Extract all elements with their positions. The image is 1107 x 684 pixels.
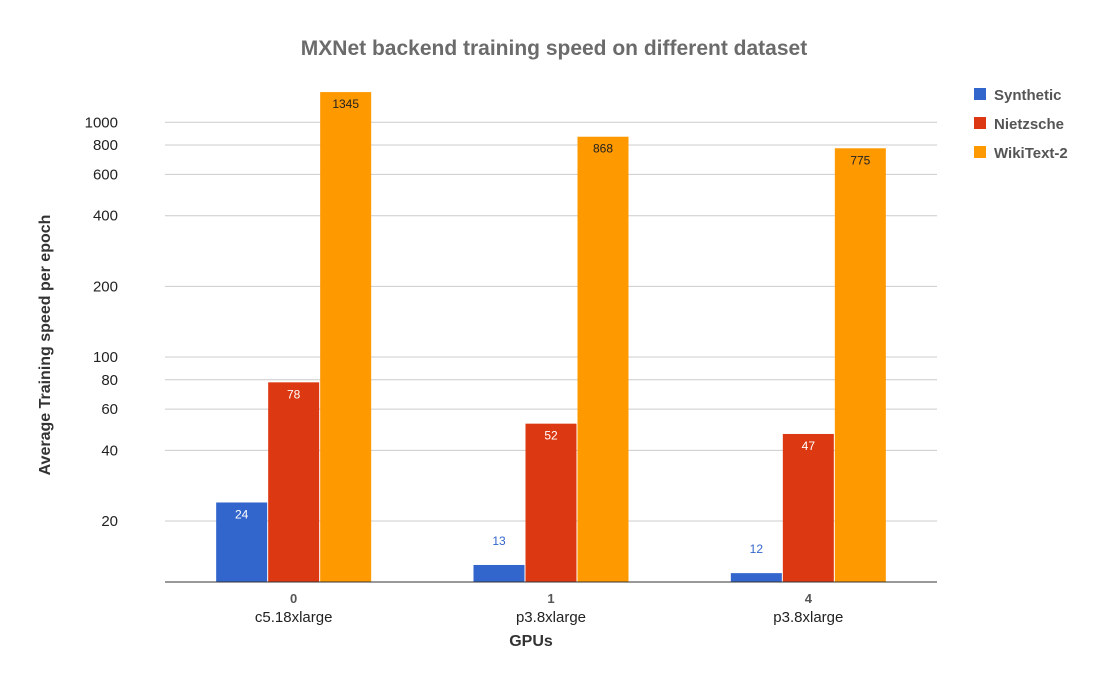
data-label: 12 [750, 542, 764, 556]
data-label: 1345 [332, 97, 359, 111]
legend-label: Nietzsche [994, 116, 1064, 133]
x-tick-label: p3.8xlarge [516, 609, 586, 626]
x-tick-label: c5.18xlarge [255, 609, 333, 626]
x-axis-title: GPUs [509, 633, 553, 650]
bar-nietzsche [268, 382, 320, 582]
data-label: 775 [850, 153, 870, 167]
chart-title: MXNet backend training speed on differen… [301, 37, 807, 60]
legend-swatch [974, 88, 986, 100]
x-tick-label: p3.8xlarge [773, 609, 843, 626]
bar-synthetic [473, 564, 525, 582]
y-tick-label: 80 [101, 372, 118, 389]
x-tick-number: 0 [290, 591, 297, 606]
bar-synthetic [216, 502, 268, 582]
data-label: 868 [593, 142, 613, 156]
y-tick-label: 40 [101, 442, 118, 459]
data-label: 24 [235, 507, 249, 521]
y-tick-label: 100 [93, 349, 118, 366]
y-axis-ticks: 20 40 60 80 100 200 400 600 800 1000 [85, 114, 118, 530]
legend-label: WikiText-2 [994, 145, 1068, 162]
data-labels: 24 78 1345 13 52 868 12 47 775 [235, 97, 871, 556]
data-label: 47 [802, 439, 816, 453]
data-label: 13 [492, 534, 506, 548]
y-tick-label: 20 [101, 513, 118, 530]
y-tick-label: 60 [101, 401, 118, 418]
data-label: 78 [287, 387, 301, 401]
bar-synthetic [730, 573, 782, 582]
y-tick-label: 200 [93, 278, 118, 295]
x-tick-number: 1 [547, 591, 554, 606]
y-tick-label: 800 [93, 137, 118, 154]
bar-wikitext-2 [320, 92, 372, 583]
bar-wikitext-2 [834, 148, 886, 582]
y-tick-label: 1000 [85, 114, 118, 131]
bar-nietzsche [782, 433, 834, 582]
y-tick-label: 400 [93, 208, 118, 225]
x-axis-ticks: 0 c5.18xlarge 1 p3.8xlarge 4 p3.8xlarge [255, 591, 843, 626]
legend-swatch [974, 146, 986, 158]
legend-label: Synthetic [994, 87, 1062, 104]
bars [216, 92, 886, 583]
y-tick-label: 600 [93, 166, 118, 183]
bar-wikitext-2 [577, 136, 629, 582]
bar-nietzsche [525, 423, 577, 582]
legend: Synthetic Nietzsche WikiText-2 [974, 87, 1068, 162]
y-axis-title: Average Training speed per epoch [37, 215, 54, 476]
legend-swatch [974, 117, 986, 129]
x-tick-number: 4 [805, 591, 813, 606]
data-label: 52 [544, 429, 558, 443]
